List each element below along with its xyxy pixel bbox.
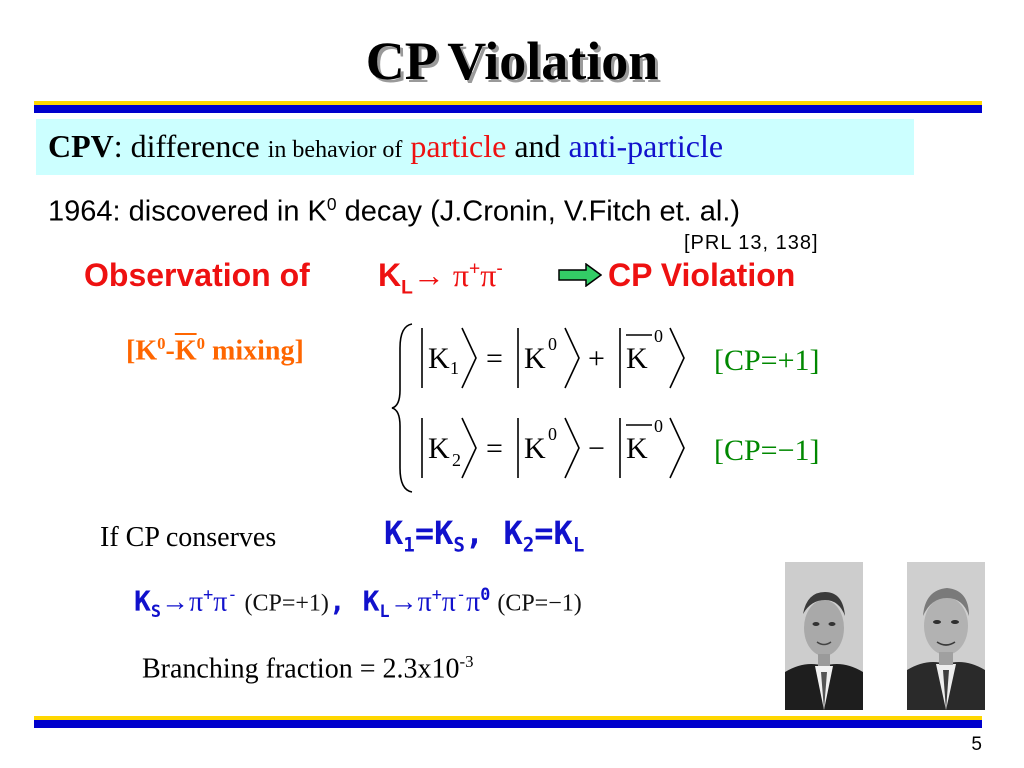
ks-sub: S [453,533,465,557]
minus-sign: − [588,432,605,465]
ks-minus: - [227,584,238,604]
equals-2: = [486,432,503,465]
discovery-pre: 1964: discovered in K [48,195,327,228]
phrase-in-behavior-of: in behavior of [267,137,403,163]
colon: : [113,128,123,164]
k0bar-sup-1: 0 [654,326,663,346]
kl-k: K [378,257,402,293]
branching-text: Branching fraction = 2.3x10 [142,653,460,685]
k2-sub: 2 [522,533,535,557]
word-anti-particle: anti-particle [568,128,724,164]
cp-minus-label: [CP=−1] [714,434,820,467]
k0-symbol-1: K [524,342,546,375]
page-number: 5 [971,734,982,755]
kl-sub: L [572,533,585,557]
cp-plus-label: [CP=+1] [714,344,820,377]
equals-1: = [486,342,503,375]
k1-symbol: K [428,342,450,375]
ks: K [434,514,454,552]
mixing-sup1: 0 [157,334,166,353]
kl-minus: - [455,584,467,604]
word-particle: particle [410,128,507,164]
kl-cp-value: (CP=−1) [497,590,582,617]
cpv-term: CPV [48,128,114,164]
eq2: = [534,514,554,552]
bottom-divider [34,716,982,728]
mixing-equations: K 1 = K 0 + K 0 K 2 = K 0 − K 0 [391,323,685,493]
mixing-close: mixing] [205,335,304,367]
portrait-fitch-image [907,562,985,710]
right-arrow-icon [558,263,602,287]
kl-plus: + [431,584,442,604]
k1: K [384,514,404,552]
mixing-open: [K [126,335,158,367]
comma: , [464,514,504,552]
k2: K [503,514,523,552]
discovery-post: decay (J.Cronin, V.Fitch et. al.) [336,195,741,228]
kl-pi2: π [441,586,456,618]
ks-arrow: → [160,586,189,618]
kl-pi3: π [466,586,481,618]
cp-violation-result: CP Violation [608,257,796,293]
kl-pi1: π [417,586,432,618]
k0-sup-1: 0 [548,334,557,354]
ks-pi2: π [213,586,228,618]
plus-sup: + [469,258,481,280]
reference-citation: [PRL 13, 138] [684,232,819,254]
if-cp-conserves: If CP conserves [100,522,277,553]
discovery-line: 1964: discovered in K0 decay (J.Cronin, … [48,194,740,229]
decay-arrow: → [412,257,445,293]
mixing-dash: - [165,335,175,367]
k0bar-symbol-1: K [626,342,648,375]
k1-sub: 1 [403,533,415,557]
kl-sub-l: L [379,600,390,621]
minus-sup: - [496,258,503,280]
k2-index: 2 [452,450,461,470]
eq1: = [414,514,435,552]
top-divider [34,101,982,113]
ks-sub-s: S [150,600,161,621]
k0bar-sup-2: 0 [654,416,663,436]
kl: K [553,514,573,552]
curly-brace [391,323,413,493]
definition-box [36,119,914,175]
k0bar-symbol-2: K [626,432,648,465]
mixing-sup2: 0 [196,334,205,353]
kl-zero: 0 [480,584,491,604]
k0-symbol-2: K [524,432,546,465]
k-identification: K1=KS, K2=KL [384,514,584,556]
portrait-cronin-image [785,562,863,710]
observation-label: Observation of [84,257,310,293]
definition-line: CPV: difference in behavior of particle … [48,128,723,165]
kl-k2: K [362,584,380,618]
slide-title: CP Violation [365,31,659,91]
ks-pi1: π [188,586,204,618]
mixing-kbar: K [174,335,197,367]
branching-fraction: Branching fraction = 2.3x10-3 [142,652,473,685]
pi-minus: π [480,257,497,293]
ks-plus: + [203,584,214,604]
kl-decay-expression: KL→ π+π- [378,257,503,299]
k2-symbol: K [428,432,450,465]
ks-cp-value: (CP=+1) [244,590,329,617]
decay-comma: , [328,584,363,618]
k0-sup-2: 0 [548,424,557,444]
mixing-label: [K0-K0 mixing] [126,334,304,367]
discovery-sup: 0 [326,194,337,214]
ks-k: K [134,584,151,618]
kl-sub: L [401,277,413,299]
decay-modes: KS→π+π- (CP=+1), KL→π+π-π0 (CP=−1) [134,584,582,621]
word-and: and [514,128,561,164]
pi-plus: π [452,257,469,293]
branching-exp: -3 [459,652,474,671]
kl-arrow: → [389,586,418,618]
plus-sign: + [588,342,605,375]
k1-index: 1 [450,358,459,378]
word-difference: difference [130,128,260,164]
